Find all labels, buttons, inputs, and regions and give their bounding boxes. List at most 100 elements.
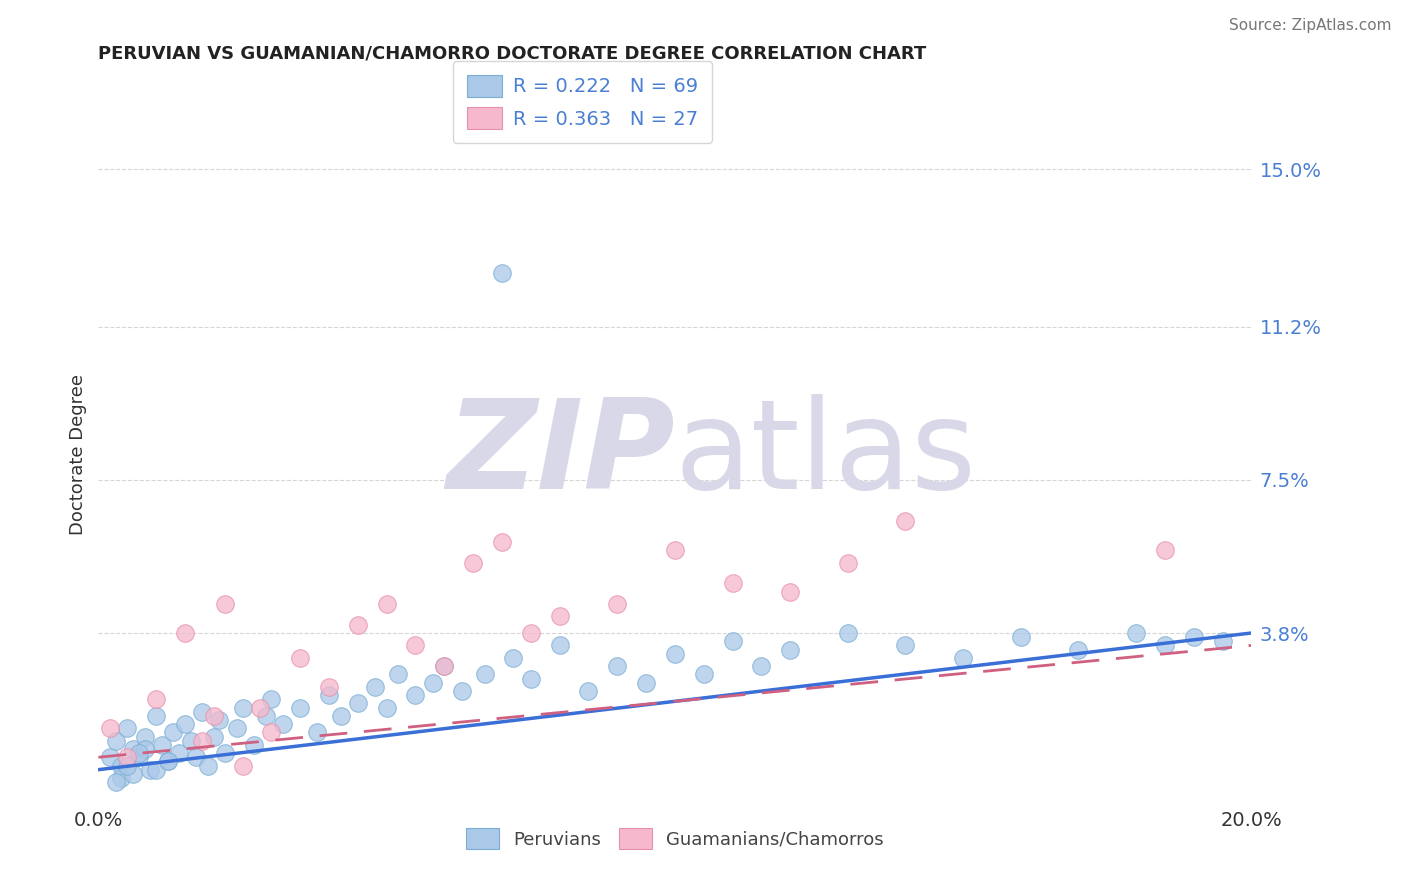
Point bbox=[1125, 626, 1147, 640]
Point bbox=[491, 534, 513, 549]
Point bbox=[117, 750, 139, 764]
Point bbox=[271, 717, 294, 731]
Point bbox=[837, 556, 859, 570]
Point bbox=[290, 700, 312, 714]
Legend: Peruvians, Guamanians/Chamorros: Peruvians, Guamanians/Chamorros bbox=[458, 822, 891, 856]
Point bbox=[375, 597, 398, 611]
Text: ZIP: ZIP bbox=[446, 394, 675, 516]
Point bbox=[364, 680, 387, 694]
Point bbox=[208, 713, 231, 727]
Point bbox=[162, 725, 184, 739]
Point bbox=[260, 725, 283, 739]
Point bbox=[1010, 630, 1032, 644]
Point bbox=[202, 730, 225, 744]
Point bbox=[606, 659, 628, 673]
Point bbox=[128, 750, 150, 764]
Point bbox=[191, 705, 214, 719]
Point bbox=[329, 708, 352, 723]
Point bbox=[231, 758, 254, 772]
Point bbox=[405, 639, 427, 653]
Point bbox=[318, 680, 340, 694]
Point bbox=[422, 675, 444, 690]
Point bbox=[636, 675, 658, 690]
Point bbox=[502, 651, 524, 665]
Point bbox=[110, 758, 132, 772]
Point bbox=[894, 639, 917, 653]
Point bbox=[110, 771, 132, 785]
Point bbox=[260, 692, 283, 706]
Point bbox=[548, 609, 571, 624]
Point bbox=[214, 597, 236, 611]
Point bbox=[548, 639, 571, 653]
Point bbox=[347, 697, 370, 711]
Point bbox=[156, 755, 179, 769]
Point bbox=[156, 755, 179, 769]
Point bbox=[145, 692, 167, 706]
Point bbox=[952, 651, 974, 665]
Point bbox=[174, 626, 197, 640]
Point bbox=[433, 659, 456, 673]
Point bbox=[98, 750, 121, 764]
Point bbox=[104, 733, 127, 747]
Point bbox=[307, 725, 329, 739]
Point bbox=[254, 708, 277, 723]
Point bbox=[693, 667, 716, 681]
Point bbox=[231, 700, 254, 714]
Point bbox=[174, 717, 197, 731]
Point bbox=[491, 266, 513, 280]
Point bbox=[117, 758, 139, 772]
Point bbox=[145, 763, 167, 777]
Point bbox=[520, 672, 543, 686]
Point bbox=[98, 721, 121, 735]
Point bbox=[1212, 634, 1234, 648]
Point bbox=[122, 742, 145, 756]
Point bbox=[1154, 639, 1177, 653]
Point bbox=[606, 597, 628, 611]
Point bbox=[1154, 543, 1177, 558]
Point bbox=[202, 708, 225, 723]
Y-axis label: Doctorate Degree: Doctorate Degree bbox=[69, 375, 87, 535]
Point bbox=[180, 733, 202, 747]
Point bbox=[290, 651, 312, 665]
Point bbox=[197, 758, 219, 772]
Point bbox=[779, 584, 801, 599]
Point bbox=[117, 721, 139, 735]
Text: Source: ZipAtlas.com: Source: ZipAtlas.com bbox=[1229, 18, 1392, 33]
Point bbox=[664, 543, 686, 558]
Point bbox=[474, 667, 496, 681]
Point bbox=[186, 750, 208, 764]
Point bbox=[578, 684, 600, 698]
Point bbox=[145, 708, 167, 723]
Point bbox=[214, 746, 236, 760]
Point bbox=[134, 742, 156, 756]
Point bbox=[463, 556, 485, 570]
Text: PERUVIAN VS GUAMANIAN/CHAMORRO DOCTORATE DEGREE CORRELATION CHART: PERUVIAN VS GUAMANIAN/CHAMORRO DOCTORATE… bbox=[98, 45, 927, 62]
Point bbox=[134, 730, 156, 744]
Point bbox=[405, 688, 427, 702]
Point bbox=[128, 746, 150, 760]
Point bbox=[150, 738, 173, 752]
Point bbox=[664, 647, 686, 661]
Point bbox=[191, 733, 214, 747]
Point bbox=[387, 667, 409, 681]
Point bbox=[433, 659, 456, 673]
Point bbox=[139, 763, 162, 777]
Point bbox=[837, 626, 859, 640]
Point bbox=[751, 659, 773, 673]
Point bbox=[225, 721, 247, 735]
Point bbox=[721, 576, 744, 591]
Point bbox=[520, 626, 543, 640]
Point bbox=[249, 700, 271, 714]
Point bbox=[721, 634, 744, 648]
Point bbox=[122, 767, 145, 781]
Point bbox=[104, 775, 127, 789]
Point bbox=[1182, 630, 1205, 644]
Point bbox=[375, 700, 398, 714]
Point bbox=[450, 684, 472, 698]
Point bbox=[243, 738, 266, 752]
Point bbox=[318, 688, 340, 702]
Point bbox=[894, 514, 917, 528]
Text: atlas: atlas bbox=[675, 394, 977, 516]
Point bbox=[347, 617, 370, 632]
Point bbox=[167, 746, 190, 760]
